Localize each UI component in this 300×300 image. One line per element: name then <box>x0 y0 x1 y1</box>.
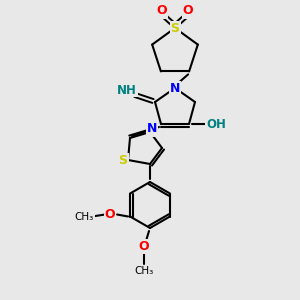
Text: N: N <box>147 122 157 136</box>
Text: N: N <box>170 82 180 94</box>
Text: O: O <box>157 4 167 17</box>
Text: NH: NH <box>117 83 137 97</box>
Text: S: S <box>170 22 179 34</box>
Text: S: S <box>118 154 127 166</box>
Text: CH₃: CH₃ <box>134 266 154 276</box>
Text: O: O <box>139 239 149 253</box>
Text: O: O <box>183 4 193 17</box>
Text: O: O <box>105 208 116 221</box>
Text: CH₃: CH₃ <box>74 212 94 221</box>
Text: OH: OH <box>206 118 226 130</box>
